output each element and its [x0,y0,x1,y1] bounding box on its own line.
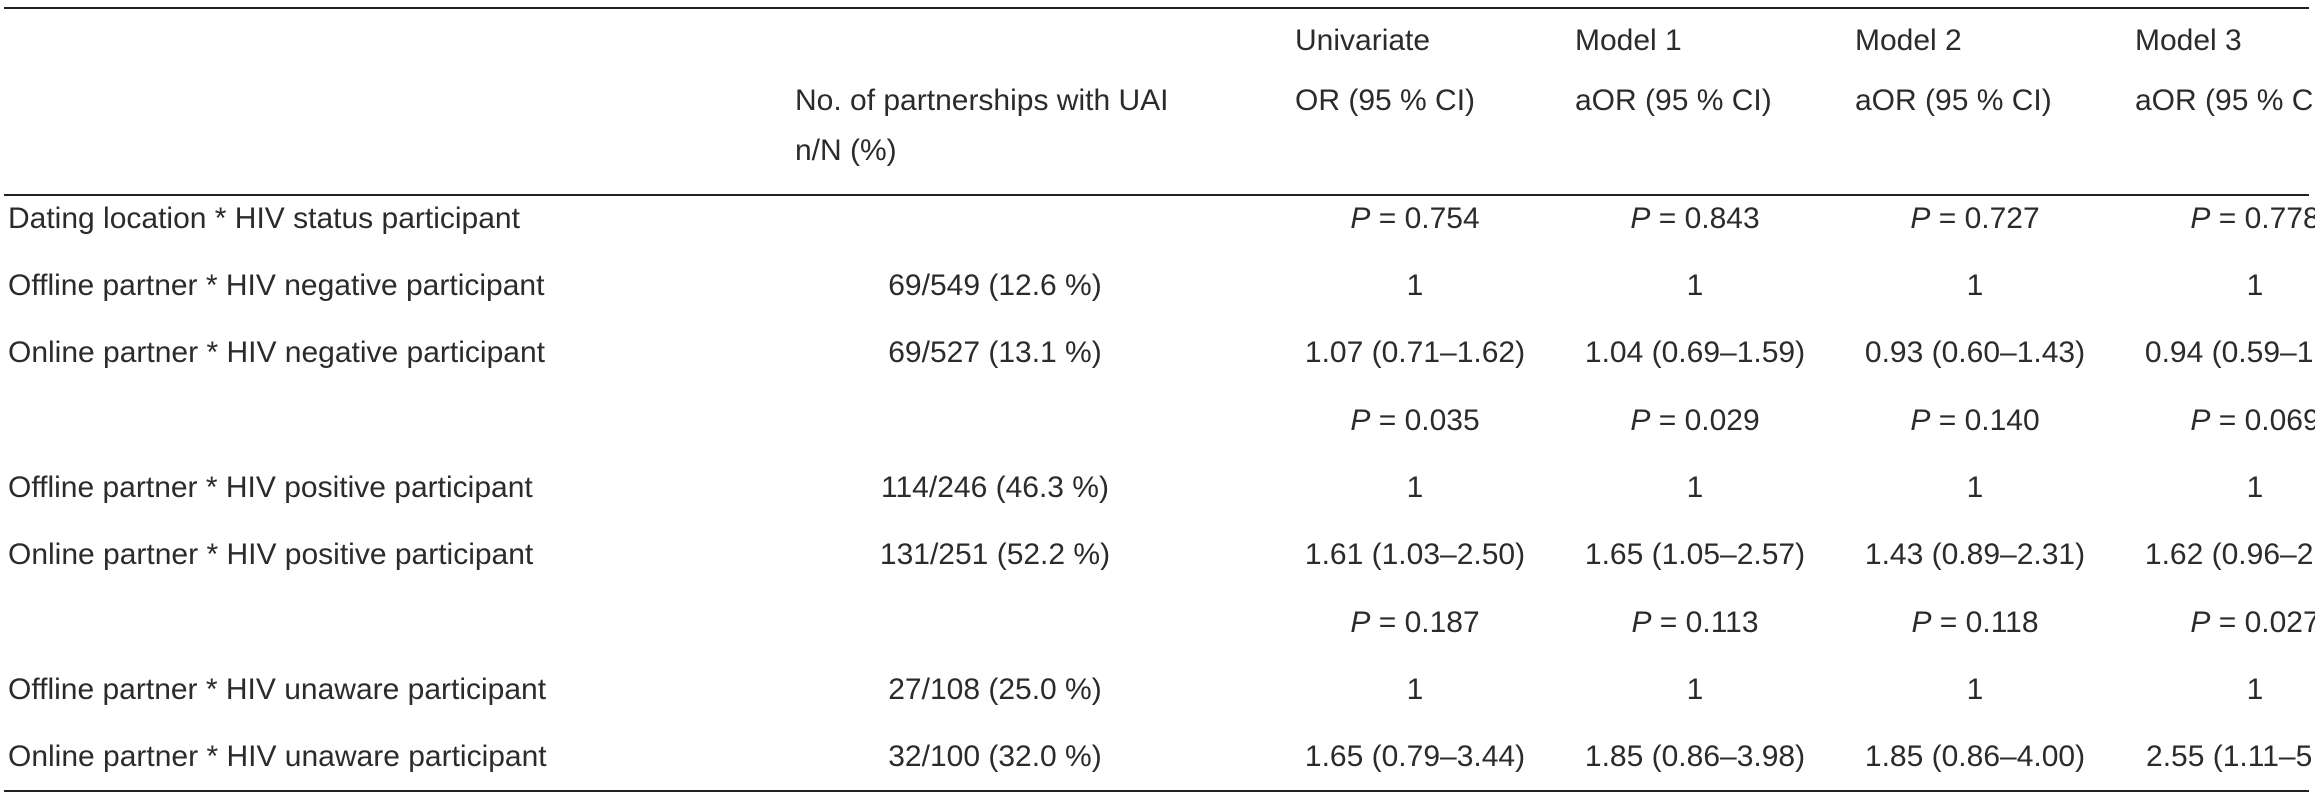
estimate-model1: 1 [1686,673,1704,706]
estimate-model3: 1 [2246,269,2264,302]
p-value-model3: P = 0.069 [2115,404,2315,438]
p-equals: = [1650,202,1685,235]
estimate-model2: 1.85 (0.86–4.00) [1864,740,2086,773]
p-symbol: P [2190,606,2211,639]
header-model1-line2: aOR (95 % CI) [1575,84,1772,117]
p-value-model1: P = 0.113 [1555,606,1835,640]
header-univariate-line2: OR (95 % CI) [1295,84,1476,117]
estimate-model1: 1 [1686,471,1704,504]
header-model3-line1: Model 3 [2135,24,2242,57]
p-symbol: P [1911,606,1932,639]
p-number: 0.029 [1684,404,1760,437]
p-symbol: P [1350,202,1371,235]
p-value-univariate: P = 0.035 [1275,404,1555,438]
estimate-model1: 1.85 (0.86–3.98) [1584,740,1806,773]
estimate-model2: 1 [1966,269,1984,302]
table-header-rule [4,194,2309,196]
p-value-model1: P = 0.843 [1555,202,1835,236]
estimate-model3: 1.62 (0.96–2.72) [2144,538,2315,571]
row-label: Online partner * HIV negative participan… [8,336,545,369]
header-model2-line2: aOR (95 % CI) [1855,84,2052,117]
row-n-value: 27/108 (25.0 %) [888,673,1102,706]
estimate-model2: 1 [1966,673,1984,706]
p-number: 0.069 [2244,404,2315,437]
row-label: Offline partner * HIV unaware participan… [8,673,547,706]
p-value-model2: P = 0.140 [1835,404,2115,438]
p-symbol: P [1350,606,1371,639]
row-label: Online partner * HIV positive participan… [8,538,534,571]
p-value-model2: P = 0.727 [1835,202,2115,236]
p-symbol: P [1910,404,1931,437]
p-number: 0.113 [1685,606,1759,639]
estimate-univariate: 1.65 (0.79–3.44) [1304,740,1526,773]
p-number: 0.027 [2244,606,2315,639]
estimate-model1: 1.04 (0.69–1.59) [1584,336,1806,369]
p-equals: = [1370,404,1405,437]
p-number: 0.778 [2244,202,2315,235]
estimate-univariate: 1 [1406,471,1424,504]
row-n-value: 69/527 (13.1 %) [888,336,1102,369]
row-label: Offline partner * HIV negative participa… [8,269,545,302]
row-label: Online partner * HIV unaware participant [8,740,547,773]
estimate-model2: 1 [1966,471,1984,504]
estimate-univariate: 1 [1406,673,1424,706]
estimate-model1: 1 [1686,269,1704,302]
header-model1-line1: Model 1 [1575,24,1682,57]
header-model2-line1: Model 2 [1855,24,1962,57]
p-symbol: P [1631,606,1652,639]
row-n-value: 131/251 (52.2 %) [879,538,1111,571]
row-n-value: 69/549 (12.6 %) [888,269,1102,302]
estimate-model2: 1.43 (0.89–2.31) [1864,538,2086,571]
row-n-value: 114/246 (46.3 %) [881,471,1109,504]
p-number: 0.187 [1404,606,1480,639]
header-n-line2: n/N (%) [795,134,897,167]
p-number: 0.843 [1684,202,1760,235]
p-number: 0.727 [1964,202,2040,235]
estimate-univariate: 1 [1406,269,1424,302]
row-n-value: 32/100 (32.0 %) [888,740,1102,773]
p-equals: = [2210,606,2245,639]
p-number: 0.035 [1404,404,1480,437]
estimate-model3: 1 [2246,471,2264,504]
p-equals: = [1370,606,1405,639]
p-value-model3: P = 0.027 [2115,606,2315,640]
estimate-univariate: 1.61 (1.03–2.50) [1304,538,1526,571]
table-top-rule [4,7,2309,9]
p-value-model3: P = 0.778 [2115,202,2315,236]
p-equals: = [2210,202,2245,235]
p-symbol: P [2190,404,2211,437]
p-symbol: P [1350,404,1371,437]
p-symbol: P [1910,202,1931,235]
p-value-model1: P = 0.029 [1555,404,1835,438]
p-number: 0.754 [1404,202,1480,235]
row-label: Offline partner * HIV positive participa… [8,471,533,504]
p-number: 0.118 [1965,606,2039,639]
p-equals: = [1651,606,1686,639]
p-value-univariate: P = 0.187 [1275,606,1555,640]
p-number: 0.140 [1964,404,2040,437]
row-label: Dating location * HIV status participant [8,202,520,235]
estimate-model1: 1.65 (1.05–2.57) [1584,538,1806,571]
p-symbol: P [2190,202,2211,235]
header-n-line1: No. of partnerships with UAI [795,84,1169,117]
p-equals: = [1370,202,1405,235]
estimate-model3: 0.94 (0.59–1.48) [2144,336,2315,369]
estimate-model3: 1 [2246,673,2264,706]
p-value-model2: P = 0.118 [1835,606,2115,640]
p-symbol: P [1630,404,1651,437]
table-bottom-rule [4,790,2309,792]
estimate-model2: 0.93 (0.60–1.43) [1864,336,2086,369]
header-univariate-line1: Univariate [1295,24,1431,57]
p-symbol: P [1630,202,1651,235]
p-equals: = [1930,202,1965,235]
p-equals: = [2210,404,2245,437]
p-value-univariate: P = 0.754 [1275,202,1555,236]
header-model3-line2: aOR (95 % CI) [2135,84,2315,117]
p-equals: = [1930,404,1965,437]
estimate-univariate: 1.07 (0.71–1.62) [1304,336,1526,369]
p-equals: = [1931,606,1966,639]
p-equals: = [1650,404,1685,437]
estimate-model3: 2.55 (1.11–5.86) [2146,740,2315,773]
